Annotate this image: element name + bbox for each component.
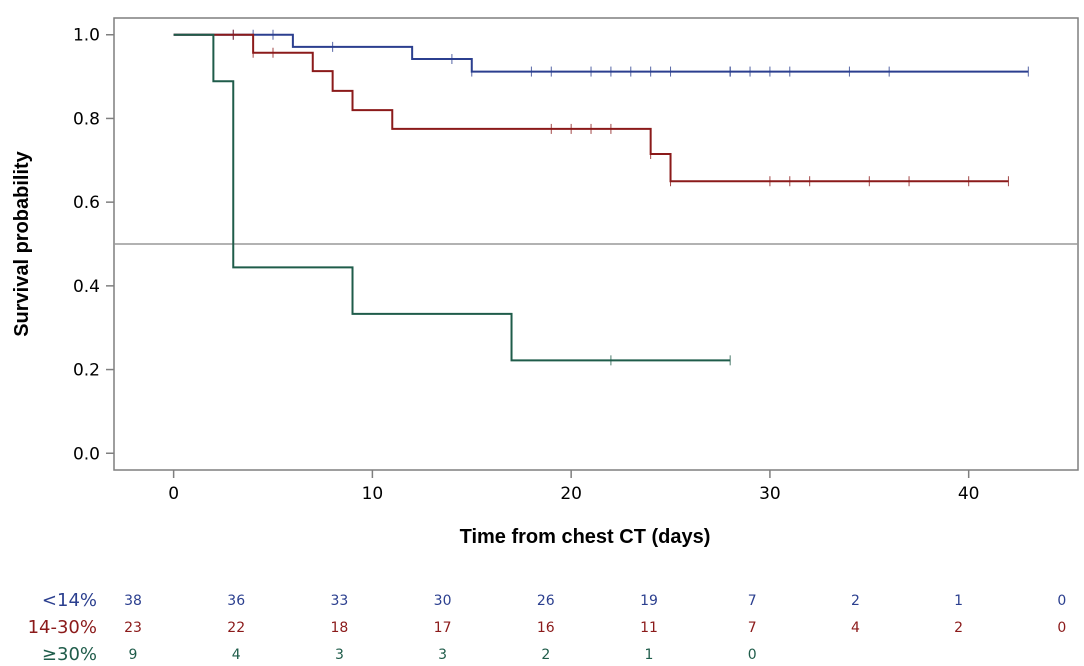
risk-count: 0: [748, 647, 757, 663]
risk-count: 11: [640, 620, 658, 636]
risk-count: 2: [954, 620, 963, 636]
risk-count: 22: [227, 620, 245, 636]
survival-curve: [173, 33, 1009, 183]
risk-count: 3: [438, 647, 447, 663]
risk-table: <14% 38 36 33 30 26 19 7 2 1 014-30% 23 22 18 17 16 11 7 4…: [28, 590, 1067, 665]
risk-count: 26: [537, 593, 555, 609]
x-tick-label: 10: [362, 484, 384, 504]
series-layer: [173, 29, 1029, 366]
x-tick-label: 40: [958, 484, 980, 504]
risk-count: 7: [748, 593, 757, 609]
risk-count: 17: [434, 620, 452, 636]
series-1: [173, 29, 1029, 77]
risk-count: 18: [330, 620, 348, 636]
y-tick-label: 1.0: [73, 26, 100, 46]
x-tick-label: 0: [168, 484, 179, 504]
risk-count: 0: [1057, 620, 1066, 636]
risk-count: 19: [640, 593, 658, 609]
series-2: [173, 29, 1009, 187]
y-axis-title: Survival probability: [11, 150, 33, 336]
risk-row-label: 14-30%: [28, 617, 97, 638]
x-axis: 0 10 20 30 40: [168, 470, 980, 504]
x-tick-label: 20: [560, 484, 582, 504]
x-tick-label: 30: [759, 484, 781, 504]
risk-count: 2: [851, 593, 860, 609]
risk-count: 36: [227, 593, 245, 609]
y-tick-label: 0.6: [73, 193, 100, 213]
risk-row-label: <14%: [42, 590, 97, 611]
risk-count: 16: [537, 620, 555, 636]
risk-count: 38: [124, 593, 142, 609]
y-tick-label: 0.8: [73, 109, 100, 129]
y-tick-label: 0.0: [73, 444, 100, 464]
risk-count: 4: [232, 647, 241, 663]
risk-count: 9: [129, 647, 138, 663]
risk-count: 23: [124, 620, 142, 636]
risk-count: 3: [335, 647, 344, 663]
y-axis: 0.0 0.2 0.4 0.6 0.8 1.0: [73, 26, 114, 464]
risk-count: 33: [330, 593, 348, 609]
risk-count: 1: [645, 647, 654, 663]
risk-count: 30: [434, 593, 452, 609]
y-tick-label: 0.4: [73, 277, 100, 297]
series-3: [173, 33, 731, 366]
x-axis-title: Time from chest CT (days): [460, 526, 711, 548]
y-tick-label: 0.2: [73, 361, 100, 381]
risk-count: 7: [748, 620, 757, 636]
survival-curve: [173, 33, 731, 362]
risk-count: 2: [541, 647, 550, 663]
risk-row-label: ≥30%: [42, 644, 97, 665]
risk-count: 0: [1057, 593, 1066, 609]
risk-count: 1: [954, 593, 963, 609]
risk-count: 4: [851, 620, 860, 636]
